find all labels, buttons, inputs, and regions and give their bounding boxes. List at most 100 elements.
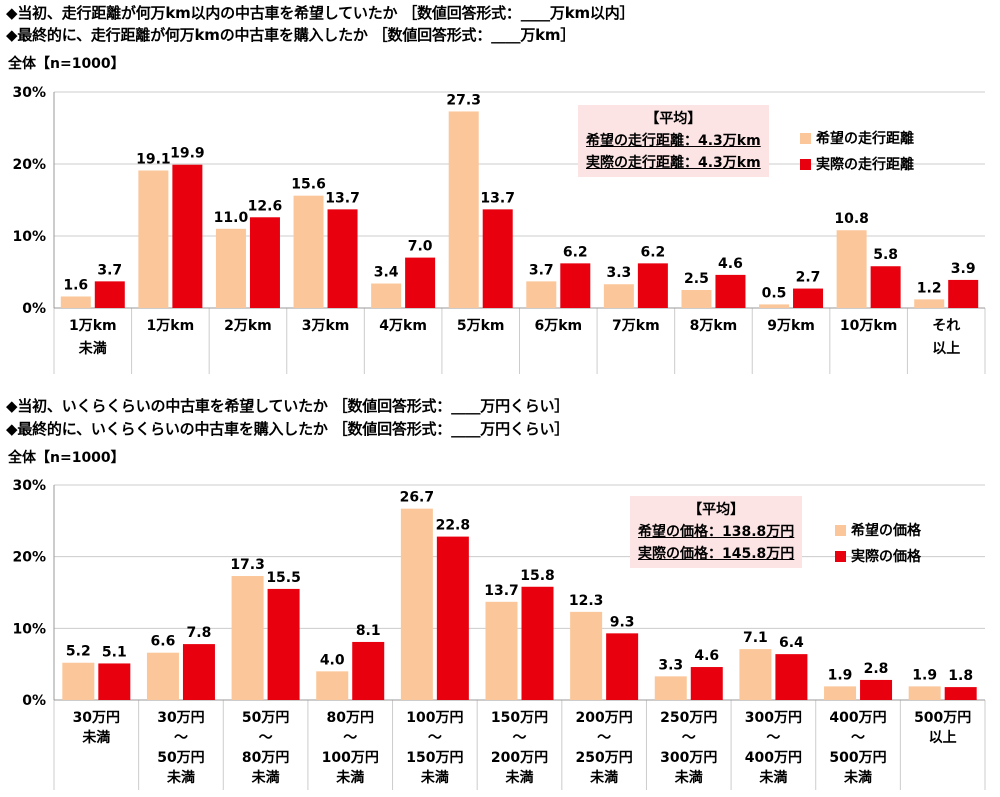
chart1-category-label: 3万km — [302, 318, 350, 334]
chart2-bar-actual — [521, 586, 554, 700]
chart2-category-label: ～ — [682, 730, 696, 746]
chart2-category-label: 未満 — [759, 769, 787, 786]
chart2-category-label: 50万円 — [157, 750, 204, 766]
chart2-legend-actual-label: 実際の価格 — [851, 549, 921, 565]
chart1-data-label: 6.2 — [640, 244, 665, 260]
chart2-data-label: 13.7 — [484, 583, 519, 599]
chart2-data-label: 5.2 — [66, 644, 91, 660]
chart2-category-label: 100万円 — [322, 750, 379, 766]
chart2-data-label: 17.3 — [230, 557, 265, 573]
chart1-data-label: 27.3 — [446, 92, 481, 108]
chart2-category-label: ～ — [766, 730, 780, 746]
chart1-data-label: 3.7 — [529, 262, 554, 278]
chart1-bar-actual — [327, 209, 358, 308]
chart1-data-label: 3.7 — [97, 262, 122, 278]
chart1-bar-actual — [870, 266, 901, 308]
chart2-category-label: 未満 — [590, 769, 618, 786]
chart1-bar-actual — [172, 164, 203, 308]
chart1-data-label: 4.6 — [718, 256, 743, 272]
chart1-category-label: 4万km — [379, 318, 427, 334]
chart1-bar-hope — [60, 296, 91, 308]
chart2-bar-hope — [231, 576, 264, 700]
chart1-bar-actual — [637, 263, 668, 308]
chart2-bar-actual — [98, 663, 131, 700]
chart1-average-actual: 実際の走行距離：4.3万km — [586, 155, 761, 171]
chart2-data-label: 1.9 — [912, 667, 937, 683]
chart1-bar-hope — [681, 290, 712, 308]
chart1-category-label: 1万km — [147, 318, 195, 334]
chart2-data-label: 1.9 — [828, 667, 853, 683]
chart2-category-label: 30万円 — [157, 710, 204, 726]
chart2-bar-actual — [436, 536, 469, 700]
chart2-data-label: 5.1 — [102, 644, 127, 660]
chart2-category-label: 未満 — [336, 769, 364, 786]
chart2-bar-actual — [352, 641, 385, 700]
chart2-legend-actual: 実際の価格 — [835, 544, 921, 570]
chart2-data-label: 9.3 — [610, 614, 635, 630]
chart1-data-label: 10.8 — [834, 211, 869, 227]
chart2-category-label: 400万円 — [745, 750, 802, 766]
chart1-data-label: 2.7 — [796, 270, 821, 286]
chart2-legend: 希望の価格 実際の価格 — [835, 518, 921, 570]
chart2-category-label: 未満 — [167, 769, 195, 786]
chart2-bar-hope — [146, 652, 179, 700]
chart2-data-label: 2.8 — [864, 661, 889, 677]
chart1-data-label: 3.9 — [951, 261, 976, 277]
chart1-bar-hope — [526, 281, 557, 308]
chart1-bar-hope — [759, 304, 790, 308]
chart2-category-label: ～ — [428, 730, 442, 746]
chart2-data-label: 12.3 — [569, 593, 604, 609]
chart2-category-label: ～ — [513, 730, 527, 746]
chart1-legend-hope: 希望の走行距離 — [800, 126, 914, 152]
chart1-bar-actual — [249, 217, 280, 308]
chart1-data-label: 0.5 — [762, 285, 787, 301]
chart2-bar-hope — [824, 686, 857, 700]
chart1-bar-actual — [560, 263, 591, 308]
chart1-data-label: 2.5 — [684, 271, 709, 287]
chart2-data-label: 6.4 — [779, 635, 804, 651]
chart1-data-label: 1.6 — [63, 277, 88, 293]
chart1-bar-hope — [836, 230, 867, 308]
chart2-data-label: 1.8 — [948, 668, 973, 684]
chart1-average-hope: 希望の走行距離：4.3万km — [586, 133, 761, 149]
chart1-average-title: 【平均】 — [645, 111, 702, 127]
chart2-bar-hope — [908, 686, 941, 700]
chart2-category-label: 80万円 — [242, 750, 289, 766]
chart2-category-label: ～ — [597, 730, 611, 746]
chart2-category-label: 400万円 — [829, 710, 886, 726]
chart1-bar-hope — [215, 228, 246, 308]
chart1-data-label: 11.0 — [214, 210, 249, 226]
chart1-question-2: ◆最終的に、走行距離が何万kmの中古車を購入したか ［数値回答形式：____万k… — [6, 26, 576, 44]
chart1-category-label: 2万km — [224, 318, 272, 334]
chart1-bar-hope — [603, 284, 634, 308]
chart1-bar-hope — [914, 299, 945, 308]
chart1-data-label: 3.3 — [606, 265, 631, 281]
chart2-data-label: 4.6 — [694, 648, 719, 664]
chart1-bar-actual — [482, 209, 513, 308]
chart1-category-label: 6万km — [534, 318, 582, 334]
chart2-category-label: ～ — [174, 730, 188, 746]
chart2-category-label: 30万円 — [73, 710, 120, 726]
chart2-category-label: 150万円 — [406, 750, 463, 766]
chart2-category-label: 80万円 — [326, 710, 373, 726]
chart1-average-box: 【平均】 希望の走行距離：4.3万km 実際の走行距離：4.3万km — [578, 105, 769, 177]
chart1-ytick: 10% — [12, 229, 46, 245]
chart2-data-label: 4.0 — [320, 652, 345, 668]
chart1-base: 全体【n=1000】 — [8, 56, 125, 72]
chart2-legend-hope: 希望の価格 — [835, 518, 921, 544]
chart2-question-2: ◆最終的に、いくらくらいの中古車を購入したか ［数値回答形式：____万円くらい… — [6, 420, 570, 438]
chart2-data-label: 22.8 — [436, 518, 471, 534]
chart2-category-label: 未満 — [675, 769, 703, 786]
chart2-legend-hope-label: 希望の価格 — [851, 523, 921, 539]
chart2-category-label: ～ — [343, 730, 357, 746]
chart1-category-label: それ — [932, 318, 960, 334]
chart2-bar-actual — [182, 644, 215, 700]
chart2-bar-hope — [485, 601, 518, 700]
chart2-average-hope: 希望の価格：138.8万円 — [638, 524, 795, 540]
chart2-category-label: 250万円 — [576, 750, 633, 766]
chart2-data-label: 15.8 — [520, 568, 555, 584]
chart2-category-label: 300万円 — [660, 750, 717, 766]
chart1-ytick: 0% — [22, 301, 46, 317]
